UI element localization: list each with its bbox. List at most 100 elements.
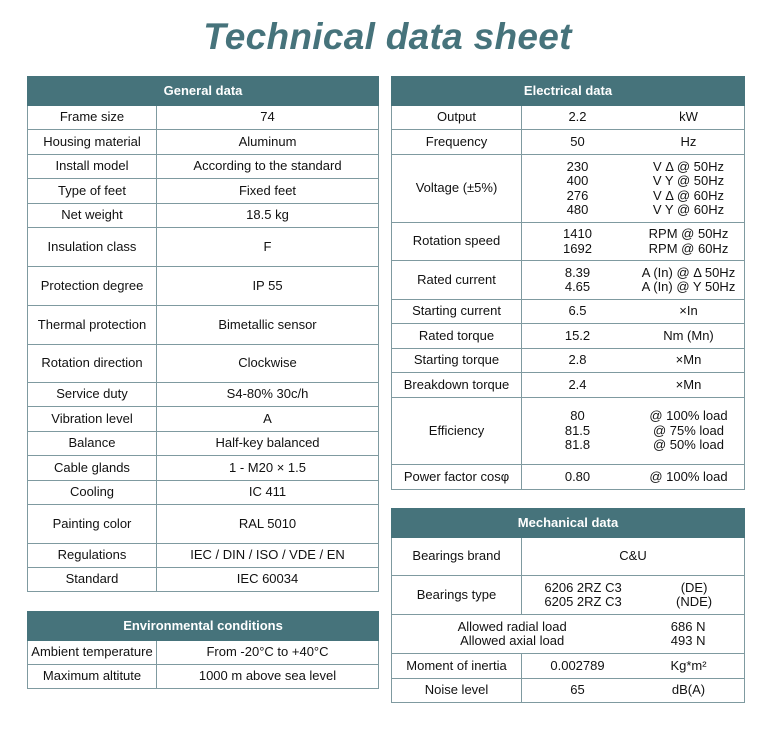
value-cell: 2.4 ×Mn <box>521 372 745 398</box>
row-label: Frequency <box>391 129 522 155</box>
row-label: Vibration level <box>27 406 157 432</box>
table-row: Housing material Aluminum <box>27 129 380 155</box>
row-label: Bearings brand <box>391 537 522 576</box>
table-row: Ambient temperature From -20°C to +40°C <box>27 640 379 665</box>
table-row: Efficiency 80 81.5 81.8 @ 100% load @ 75% loa… <box>391 397 745 465</box>
unit-text: Nm (Mn) <box>663 327 714 343</box>
row-value: C&U <box>521 537 745 576</box>
row-label: Rated torque <box>391 323 522 349</box>
row-label: Noise level <box>391 678 522 703</box>
row-value: 1000 m above sea level <box>156 664 379 689</box>
page-title: Technical data sheet <box>203 16 572 57</box>
row-label: Net weight <box>27 203 157 228</box>
table-row: Noise level 65 dB(A) <box>391 678 745 703</box>
value-cell: 1410 1692 RPM @ 50Hz RPM @ 60Hz <box>521 222 745 261</box>
value-text: 65 <box>570 682 585 698</box>
table-row: Bearings brand C&U <box>391 537 745 576</box>
table-row: Voltage (±5%) 230 400 276 480 V Δ @ 50Hz V Y @… <box>391 154 745 223</box>
row-label: Breakdown torque <box>391 372 522 398</box>
value-cell: 8.39 4.65 A (In) @ Δ 50Hz A (In) @ Y 50Hz <box>521 260 745 300</box>
row-value: From -20°C to +40°C <box>156 640 379 665</box>
load-label: Allowed axial load <box>460 633 565 648</box>
table-row: Bearings type 6206 2RZ C3 6205 2RZ C3 (DE)(… <box>391 575 745 615</box>
allowed-loads-cell: Allowed radial load Allowed axial load 686… <box>391 614 745 654</box>
unit-text: RPM @ 50Hz <box>648 226 729 241</box>
table-row: Balance Half-key balanced <box>27 431 380 456</box>
unit-text: A (In) @ Y 50Hz <box>641 279 736 294</box>
value-text: 400 <box>566 173 589 188</box>
value-text: 276 <box>566 187 589 203</box>
unit-text: (DE) <box>680 579 708 595</box>
row-value: IEC / DIN / ISO / VDE / EN <box>155 543 380 568</box>
value-text: 1692 <box>563 240 592 256</box>
row-label: Housing material <box>27 129 157 155</box>
row-value: F <box>155 227 380 267</box>
value-cell: 2.8 ×Mn <box>521 348 745 373</box>
mechanical-data-table: Mechanical data Bearings brand C&U Bearings… <box>391 508 745 703</box>
row-label: Balance <box>27 431 157 456</box>
value-cell: 50 Hz <box>521 129 745 155</box>
row-label: Cooling <box>27 480 157 505</box>
row-label: Maximum altitute <box>27 664 157 689</box>
value-cell: 65 dB(A) <box>521 678 745 703</box>
row-label: Bearings type <box>391 575 522 615</box>
electrical-data-table: Electrical data Output 2.2 kW Frequency 50 Hz V… <box>391 76 745 490</box>
table-row: Install model According to the standard <box>27 154 380 179</box>
unit-text: @ 75% load <box>652 422 725 438</box>
row-label: Starting torque <box>391 348 522 373</box>
value-text: 2.8 <box>568 352 587 368</box>
table-row: Moment of inertia 0.002789 Kg*m² <box>391 653 745 679</box>
value-text: 4.65 <box>564 279 591 294</box>
row-label: Cable glands <box>27 455 157 481</box>
load-value: 493 N <box>670 633 706 648</box>
row-value: IP 55 <box>155 266 380 306</box>
table-row: Standard IEC 60034 <box>27 567 380 592</box>
row-label: Ambient temperature <box>27 640 157 665</box>
row-value: Aluminum <box>155 129 380 155</box>
row-label: Rotation speed <box>391 222 522 261</box>
value-text: 6.5 <box>568 303 587 319</box>
unit-text: Hz <box>680 133 697 149</box>
row-label: Thermal protection <box>27 305 157 345</box>
row-value: Clockwise <box>155 344 380 383</box>
row-value: A <box>155 406 380 432</box>
row-value: Half-key balanced <box>155 431 380 456</box>
row-value: Fixed feet <box>155 178 380 204</box>
value-text: 81.5 <box>564 422 591 438</box>
table-row: Cooling IC 411 <box>27 480 380 505</box>
general-data-table: General data Frame size 74 Housing material… <box>26 76 380 592</box>
unit-text: V Δ @ 50Hz <box>652 158 725 174</box>
value-text: 480 <box>566 202 589 217</box>
table-row: Allowed radial load Allowed axial load 686… <box>391 614 745 654</box>
table-row: Rated current 8.39 4.65 A (In) @ Δ 50Hz A (I… <box>391 260 745 300</box>
row-value: 1 - M20 × 1.5 <box>155 455 380 481</box>
table-row: Maximum altitute 1000 m above sea level <box>27 664 379 689</box>
row-value: RAL 5010 <box>155 504 380 544</box>
row-label: Install model <box>27 154 157 179</box>
row-label: Rotation direction <box>27 344 157 383</box>
value-text: 80 <box>570 408 585 424</box>
row-label: Insulation class <box>27 227 157 267</box>
value-cell: 0.80 @ 100% load <box>521 464 745 490</box>
value-cell: 2.2 kW <box>521 105 745 130</box>
table-row: Starting current 6.5 ×In <box>391 299 745 324</box>
table-row: Protection degree IP 55 <box>27 266 380 306</box>
row-value: Bimetallic sensor <box>155 305 380 345</box>
unit-text: kW <box>679 109 698 125</box>
table-row: Type of feet Fixed feet <box>27 178 380 204</box>
row-label: Voltage (±5%) <box>391 154 522 223</box>
value-cell: 0.002789 Kg*m² <box>521 653 745 679</box>
unit-text: @ 100% load <box>649 408 728 424</box>
unit-text: Kg*m² <box>670 657 707 673</box>
row-value: According to the standard <box>155 154 380 179</box>
row-label: Efficiency <box>391 397 522 465</box>
value-text: 6206 2RZ C3 <box>544 579 622 595</box>
row-label: Starting current <box>391 299 522 324</box>
value-cell: 6206 2RZ C3 6205 2RZ C3 (DE) (NDE) <box>521 575 745 615</box>
row-label: Service duty <box>27 382 157 407</box>
unit-text: RPM @ 60Hz <box>648 240 729 256</box>
unit-text: ×Mn <box>675 376 702 392</box>
table-row: Net weight 18.5 kg <box>27 203 380 228</box>
row-label: Power factor cosφ <box>391 464 522 490</box>
value-text: 230 <box>566 158 589 174</box>
